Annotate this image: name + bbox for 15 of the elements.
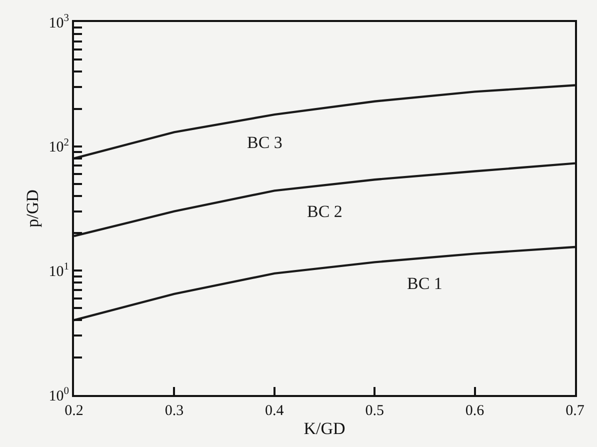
y-tick-label: 10$^{0}$: [48, 386, 69, 404]
x-tick-label: 0.5: [365, 403, 384, 419]
x-tick-label: 0.2: [64, 403, 84, 419]
y-tick-label: 10$^{2}$: [48, 137, 69, 156]
series-label: BC 3: [247, 133, 282, 152]
series-label: BC 2: [307, 202, 342, 221]
y-axis-title: p/GD: [22, 190, 42, 228]
series-label: BC 1: [407, 274, 442, 293]
x-tick-label: 0.3: [164, 403, 184, 419]
x-tick-label: 0.7: [566, 403, 585, 419]
y-tick-label: 10$^{3}$: [48, 12, 69, 32]
x-tick-label: 0.6: [465, 403, 485, 419]
y-tick-label: 10$^{1}$: [48, 262, 69, 280]
x-axis-title: K/GD: [304, 418, 346, 438]
x-tick-label: 0.4: [265, 403, 284, 419]
